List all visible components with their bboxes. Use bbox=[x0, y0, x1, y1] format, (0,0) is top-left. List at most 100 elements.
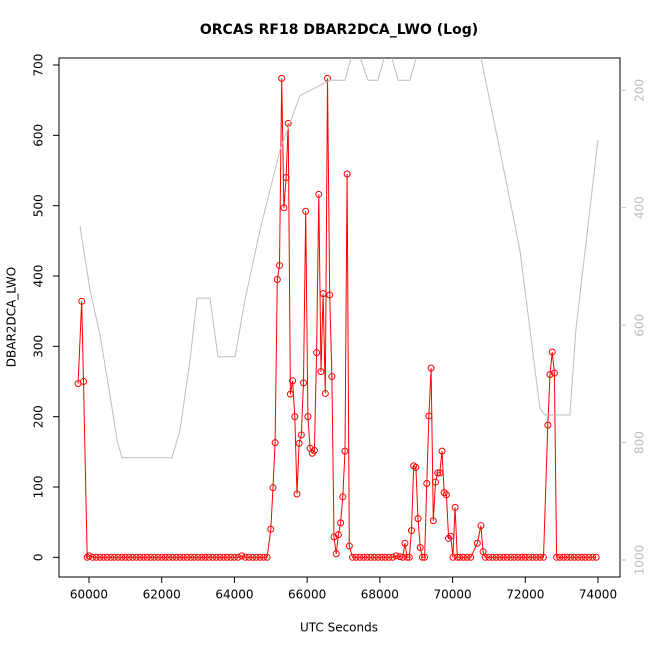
data-point bbox=[150, 553, 158, 561]
data-point bbox=[209, 553, 217, 561]
series-line bbox=[77, 78, 597, 559]
data-point bbox=[463, 553, 471, 561]
data-point bbox=[280, 204, 288, 212]
data-point bbox=[570, 553, 578, 561]
y2-tick-label: 800 bbox=[633, 431, 647, 454]
data-point bbox=[205, 553, 213, 561]
data-point bbox=[343, 170, 351, 178]
data-point bbox=[459, 553, 467, 561]
y-tick-label: 600 bbox=[32, 124, 46, 147]
data-point bbox=[273, 276, 281, 284]
data-point bbox=[176, 553, 184, 561]
data-point bbox=[427, 364, 435, 372]
data-point bbox=[187, 553, 195, 561]
data-point bbox=[546, 370, 554, 378]
data-point bbox=[190, 553, 198, 561]
x-axis-label: UTC Seconds bbox=[300, 621, 378, 635]
y-tick-label: 200 bbox=[32, 405, 46, 428]
data-point bbox=[529, 553, 537, 561]
y2-tick-label: 1000 bbox=[633, 545, 647, 576]
y-tick-label: 500 bbox=[32, 194, 46, 217]
data-point bbox=[456, 553, 464, 561]
y2-tick-label: 200 bbox=[633, 79, 647, 102]
data-point bbox=[302, 207, 310, 215]
data-point bbox=[367, 553, 375, 561]
data-point bbox=[405, 553, 413, 561]
data-point bbox=[85, 552, 93, 560]
data-point bbox=[559, 553, 567, 561]
data-point bbox=[295, 439, 303, 447]
data-point bbox=[431, 478, 439, 486]
data-point bbox=[352, 553, 360, 561]
data-point bbox=[216, 553, 224, 561]
data-point bbox=[378, 553, 386, 561]
data-point bbox=[438, 447, 446, 455]
data-point bbox=[278, 74, 286, 82]
data-point bbox=[403, 553, 411, 561]
data-point bbox=[107, 553, 115, 561]
data-point bbox=[550, 369, 558, 377]
data-point bbox=[349, 553, 357, 561]
y-tick-label: 400 bbox=[32, 265, 46, 288]
data-point bbox=[567, 553, 575, 561]
data-point bbox=[429, 517, 437, 525]
x-tick-label: 62000 bbox=[143, 588, 181, 602]
data-point bbox=[337, 519, 345, 527]
data-point bbox=[238, 552, 246, 560]
data-point bbox=[359, 553, 367, 561]
data-point bbox=[330, 533, 338, 541]
data-point bbox=[271, 439, 279, 447]
data-point bbox=[525, 553, 533, 561]
data-point bbox=[169, 553, 177, 561]
data-point bbox=[252, 553, 260, 561]
data-point bbox=[434, 469, 442, 477]
data-point bbox=[154, 553, 162, 561]
data-point bbox=[416, 543, 424, 551]
data-point bbox=[234, 553, 242, 561]
data-point bbox=[585, 553, 593, 561]
data-point bbox=[544, 421, 552, 429]
data-point bbox=[212, 553, 220, 561]
data-point bbox=[140, 553, 148, 561]
data-point bbox=[339, 493, 347, 501]
plot-frame bbox=[58, 57, 621, 578]
data-point bbox=[276, 261, 284, 269]
data-point bbox=[282, 174, 290, 182]
data-point bbox=[103, 553, 111, 561]
data-point bbox=[223, 553, 231, 561]
plot-area bbox=[74, 58, 600, 561]
data-point bbox=[447, 532, 455, 540]
data-point bbox=[121, 553, 129, 561]
data-point bbox=[125, 553, 133, 561]
data-point bbox=[83, 553, 91, 561]
data-point bbox=[345, 542, 353, 550]
data-point bbox=[260, 553, 268, 561]
data-point bbox=[118, 553, 126, 561]
data-point bbox=[418, 553, 426, 561]
data-point bbox=[356, 553, 364, 561]
data-point bbox=[317, 368, 325, 376]
y-tick-label: 700 bbox=[32, 54, 46, 77]
y-tick-label: 300 bbox=[32, 335, 46, 358]
data-point bbox=[396, 553, 404, 561]
data-point bbox=[172, 553, 180, 561]
data-point bbox=[304, 413, 312, 421]
data-point bbox=[201, 553, 209, 561]
data-point bbox=[230, 553, 238, 561]
data-point bbox=[136, 553, 144, 561]
data-point bbox=[291, 413, 299, 421]
data-point bbox=[385, 553, 393, 561]
data-point bbox=[536, 553, 544, 561]
data-point bbox=[332, 550, 340, 558]
data-point bbox=[399, 553, 407, 561]
data-point bbox=[297, 431, 305, 439]
data-point bbox=[165, 553, 173, 561]
data-point bbox=[198, 553, 206, 561]
data-point bbox=[467, 553, 475, 561]
y2-tick-label: 400 bbox=[633, 196, 647, 219]
data-point bbox=[477, 522, 485, 530]
data-point bbox=[514, 553, 522, 561]
data-point bbox=[92, 553, 100, 561]
data-point bbox=[220, 553, 228, 561]
data-point bbox=[114, 553, 122, 561]
